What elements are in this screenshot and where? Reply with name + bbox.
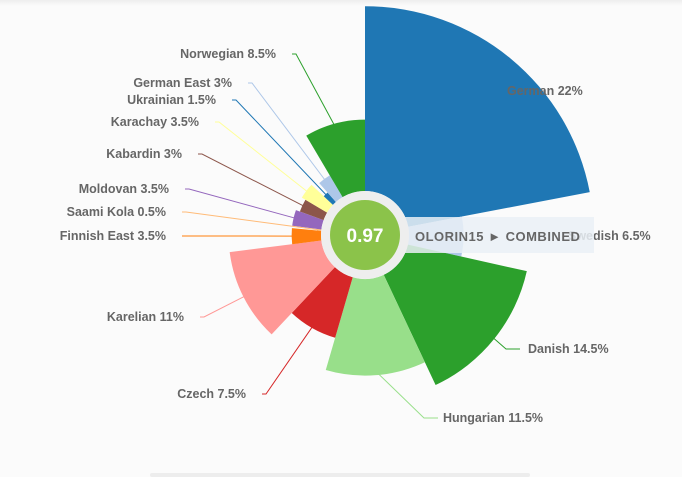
slice-norwegian[interactable] bbox=[306, 119, 365, 198]
leader-line bbox=[182, 211, 322, 231]
leader-line bbox=[487, 61, 509, 92]
leader-line bbox=[490, 335, 520, 350]
leader-line bbox=[215, 121, 310, 194]
slice-label: Moldovan 3.5% bbox=[79, 182, 169, 196]
slice-karachay[interactable] bbox=[301, 184, 333, 213]
leader-line bbox=[232, 99, 329, 198]
slice-label: Norwegian 8.5% bbox=[180, 47, 276, 61]
slice-german-east[interactable] bbox=[319, 175, 343, 202]
slice-label: Kabardin 3% bbox=[106, 147, 182, 161]
slice-label: Finnish East 3.5% bbox=[60, 229, 166, 243]
slice-label: German 22% bbox=[507, 84, 583, 98]
slice-label: Czech 7.5% bbox=[177, 387, 246, 401]
slice-karelian[interactable] bbox=[229, 240, 335, 335]
center-value: 0.97 bbox=[347, 226, 384, 247]
top-divider bbox=[0, 0, 682, 6]
leader-line bbox=[185, 188, 298, 220]
center-tag: OLORIN15 ► COMBINED bbox=[415, 229, 580, 244]
slice-moldovan[interactable] bbox=[292, 210, 324, 230]
leader-line bbox=[198, 153, 307, 208]
center-badge[interactable] bbox=[330, 200, 400, 270]
slice-label: Danish 14.5% bbox=[528, 342, 609, 356]
center-group: OLORIN15 ► COMBINED 0.97 bbox=[321, 191, 594, 279]
slice-label: Karelian 11% bbox=[107, 310, 184, 324]
slice-label: Karachay 3.5% bbox=[111, 115, 199, 129]
leader-line bbox=[292, 53, 337, 128]
center-tag-bg bbox=[404, 217, 594, 253]
leader-line bbox=[248, 82, 328, 183]
leader-line bbox=[262, 324, 315, 395]
slice-label: Hungarian 11.5% bbox=[443, 411, 543, 425]
slice-german[interactable] bbox=[365, 6, 590, 227]
slice-finnish-east[interactable] bbox=[291, 228, 322, 245]
slice-kabardin[interactable] bbox=[299, 199, 328, 221]
leader-line bbox=[375, 370, 438, 419]
slice-czech[interactable] bbox=[291, 267, 353, 338]
slice-label: Saami Kola 0.5% bbox=[67, 205, 166, 219]
slices-group bbox=[229, 6, 590, 386]
slice-hungarian[interactable] bbox=[325, 274, 425, 376]
slice-label: German East 3% bbox=[133, 76, 232, 90]
slice-danish[interactable] bbox=[383, 244, 527, 386]
bottom-divider bbox=[150, 473, 530, 477]
leader-line bbox=[200, 294, 248, 318]
slice-label: Ukrainian 1.5% bbox=[127, 93, 216, 107]
